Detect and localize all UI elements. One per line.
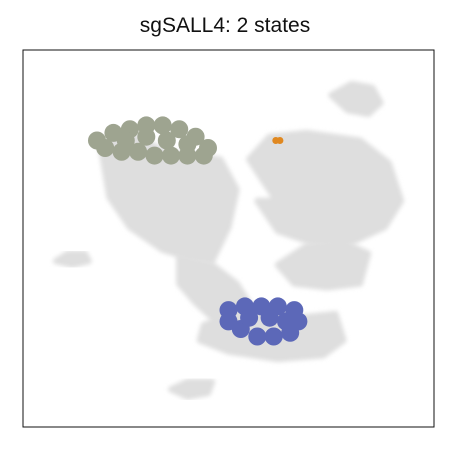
scatter-point bbox=[277, 312, 295, 330]
scatter-point bbox=[162, 147, 180, 165]
scatter-point bbox=[265, 328, 283, 346]
scatter-point bbox=[117, 132, 135, 150]
scatter-point bbox=[195, 147, 213, 165]
scatter-point bbox=[146, 147, 164, 165]
scatter-point bbox=[240, 309, 258, 327]
scatter-point bbox=[220, 312, 238, 330]
scatter-point bbox=[248, 328, 266, 346]
scatter-point bbox=[137, 128, 155, 146]
background-cell-region bbox=[56, 254, 89, 265]
scatter-point bbox=[96, 139, 114, 157]
background-cell-region bbox=[171, 382, 212, 397]
scatter-point bbox=[261, 309, 279, 327]
scatter-point bbox=[276, 137, 283, 144]
scatter-point bbox=[178, 135, 196, 153]
scatter-point bbox=[154, 116, 172, 134]
scatter-point bbox=[158, 132, 176, 150]
